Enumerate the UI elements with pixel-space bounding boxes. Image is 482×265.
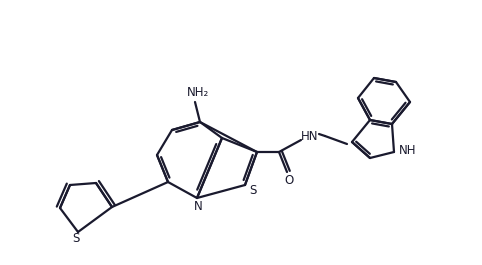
- Text: O: O: [284, 174, 294, 187]
- Text: NH₂: NH₂: [187, 86, 209, 99]
- Text: NH: NH: [399, 144, 417, 157]
- Text: HN: HN: [301, 130, 319, 143]
- Text: S: S: [249, 183, 257, 197]
- Text: N: N: [194, 200, 202, 213]
- Text: S: S: [72, 232, 80, 245]
